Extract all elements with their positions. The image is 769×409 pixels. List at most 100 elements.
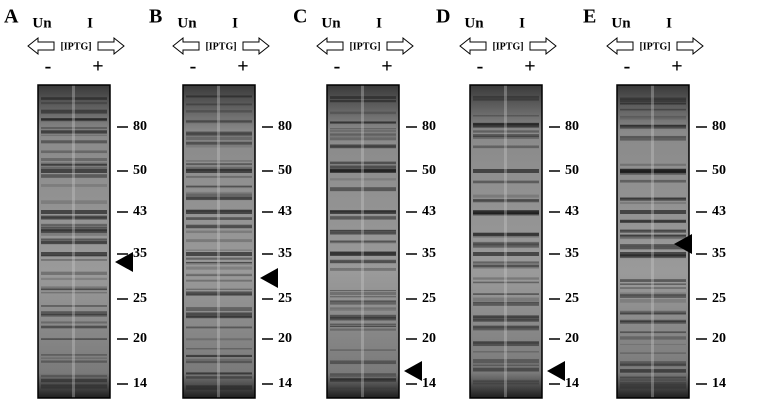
gel-band [186, 196, 252, 201]
gel-band [41, 354, 107, 356]
marker-label: 20 [133, 331, 147, 346]
gel-band [473, 293, 539, 295]
gel-band [186, 166, 252, 169]
gel-band [473, 379, 539, 384]
gel-band [330, 240, 396, 243]
gel-band [473, 318, 539, 322]
gel-band [186, 193, 252, 197]
gel-band [330, 291, 396, 296]
gel-band [330, 122, 396, 124]
gel-band [41, 215, 107, 219]
gel-band [473, 146, 539, 149]
gel-band [186, 386, 252, 390]
gel-band [41, 174, 107, 178]
gel-band [186, 225, 252, 229]
arrow-right [676, 36, 704, 56]
marker-label: 50 [422, 163, 436, 178]
marker-label: 14 [712, 376, 726, 391]
gel-band [620, 220, 686, 223]
gel-band [620, 116, 686, 120]
gel-band [330, 373, 396, 377]
marker-label: 43 [133, 204, 147, 219]
gel-band [186, 262, 252, 264]
lane-label: Un [611, 15, 631, 31]
gel-band [473, 281, 539, 284]
gel-band [620, 137, 686, 141]
gel-band [330, 373, 396, 376]
gel-band [41, 357, 107, 359]
gel-band [41, 210, 107, 214]
gel-band [473, 198, 539, 202]
gel-band [330, 378, 396, 381]
gel-band [41, 241, 107, 245]
gel-band [473, 130, 539, 133]
gel-band [473, 122, 539, 125]
gel-band [41, 325, 107, 329]
gel-band [41, 277, 107, 281]
gel-band [330, 111, 396, 115]
marker-label: 35 [422, 246, 436, 261]
gel-band [330, 231, 396, 235]
panel-label: B [149, 6, 162, 28]
gel-band [473, 131, 539, 133]
sign-label: + [237, 56, 248, 78]
gel-band [41, 313, 107, 317]
gel-band [41, 252, 107, 256]
marker-label: 35 [712, 246, 726, 261]
gel-band [41, 140, 107, 144]
gel-band [330, 162, 396, 165]
gel-band [330, 349, 396, 351]
panel-label: D [436, 6, 450, 28]
gel-band [473, 241, 539, 244]
gel-band [41, 166, 107, 170]
gel-band [186, 131, 252, 135]
gel-band [41, 150, 107, 154]
gel-band [186, 360, 252, 364]
gel-band [620, 163, 686, 166]
gel-band [620, 287, 686, 289]
gel-frame [326, 84, 400, 399]
marker-label: 25 [278, 291, 292, 306]
gel-band [620, 210, 686, 214]
gel-band [473, 364, 539, 366]
gel-band [473, 236, 539, 238]
gel-band [41, 374, 107, 378]
marker-label: 80 [565, 119, 579, 134]
gel-band [186, 288, 252, 290]
gel-band [620, 369, 686, 373]
arrow-right [386, 36, 414, 56]
gel-band [330, 317, 396, 321]
gel-band [41, 229, 107, 233]
gel-band [186, 279, 252, 282]
gel-band [41, 164, 107, 166]
gel-band [330, 121, 396, 123]
gel-lane-gap [217, 85, 220, 398]
gel-band [186, 372, 252, 375]
gel-band [620, 244, 686, 247]
gel-band [473, 277, 539, 280]
gel-band [186, 210, 252, 214]
gel-band [186, 354, 252, 357]
sign-label: + [381, 56, 392, 78]
marker-label: 20 [422, 331, 436, 346]
arrow-left [606, 36, 634, 56]
treatment-label: [IPTG] [639, 41, 670, 52]
gel-band [330, 290, 396, 292]
gel-band [41, 311, 107, 315]
marker-label: 25 [565, 291, 579, 306]
gel-band [186, 376, 252, 378]
marker-label: 20 [278, 331, 292, 346]
marker-label: 25 [712, 291, 726, 306]
marker-label: 80 [712, 119, 726, 134]
arrowhead [404, 361, 422, 381]
gel-band [330, 229, 396, 232]
marker-label: 14 [422, 376, 436, 391]
gel-band [473, 244, 539, 248]
gel-band [330, 128, 396, 130]
gel-band [473, 145, 539, 148]
gel-band [620, 292, 686, 297]
gel-band [620, 343, 686, 346]
gel-band [330, 252, 396, 256]
gel-band [620, 310, 686, 315]
